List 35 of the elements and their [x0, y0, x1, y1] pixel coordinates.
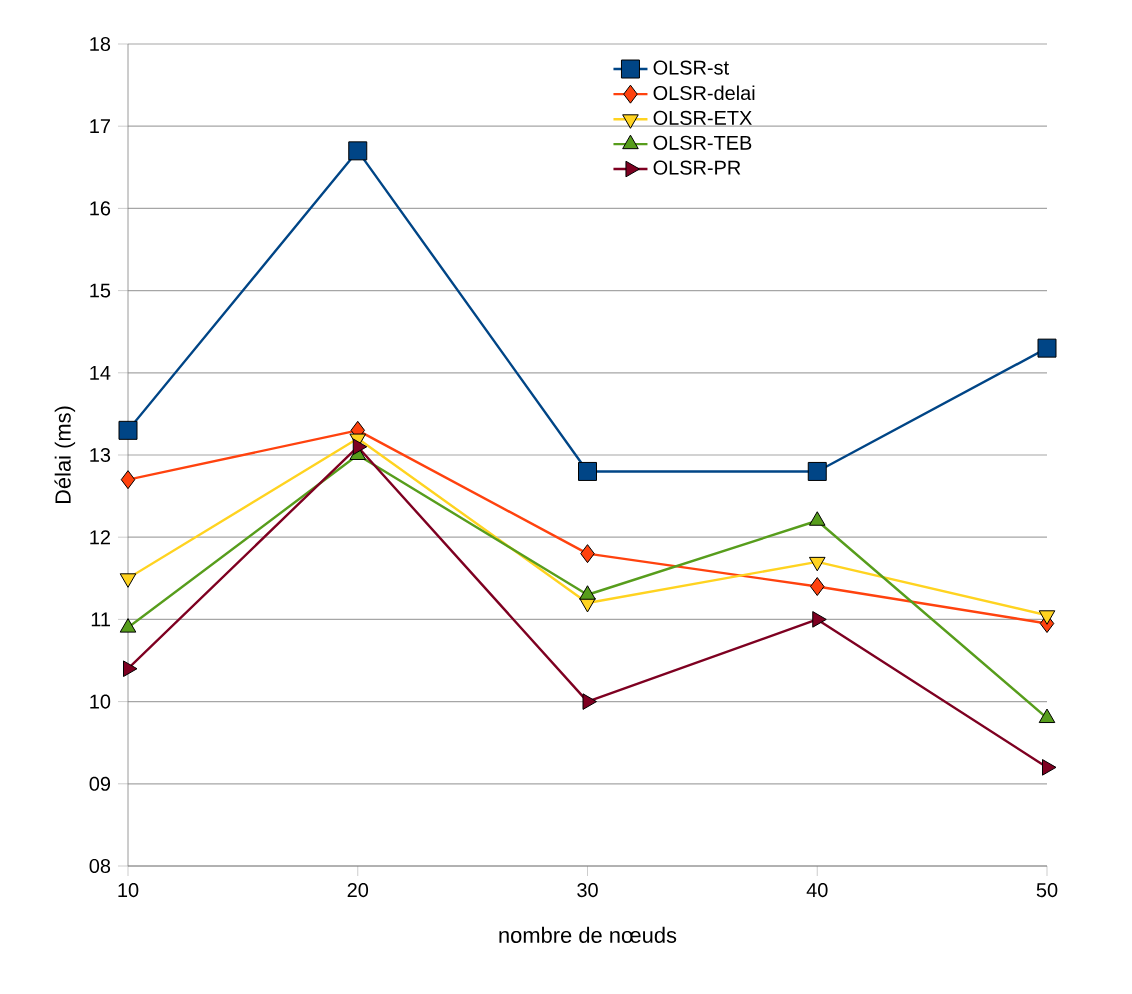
point: [1038, 610, 1056, 625]
legend-label: OLSR-st: [653, 60, 729, 75]
point: [580, 544, 595, 564]
y-tick-label: 15: [90, 283, 111, 298]
y-tick-label: 10: [90, 694, 111, 709]
legend-label: OLSR-delai: [653, 85, 755, 101]
point: [119, 573, 137, 588]
y-tick-label: 16: [90, 201, 111, 216]
point: [808, 556, 826, 572]
x-tick-label: 30: [577, 883, 598, 898]
point: [810, 577, 825, 597]
y-tick-label: 14: [90, 365, 111, 380]
y-tick-label: 13: [90, 447, 111, 463]
point: [578, 461, 597, 481]
legend-label: OLSR-ETX: [653, 110, 752, 125]
legend-label: OLSR-TEB: [653, 135, 752, 150]
x-axis-title: nombre de nœuds: [499, 926, 677, 943]
point: [118, 420, 138, 440]
x-tick-label: 40: [806, 883, 828, 898]
point: [807, 461, 827, 481]
y-tick-label: 12: [90, 530, 110, 545]
y-tick-label: 18: [90, 36, 111, 52]
point: [348, 141, 368, 161]
y-axis-title: Délai (ms): [54, 406, 76, 504]
y-tick-label: 08: [89, 858, 111, 874]
x-tick-label: 10: [118, 883, 139, 898]
y-tick-label: 17: [90, 119, 110, 134]
point: [120, 470, 136, 490]
x-tick-label: 50: [1036, 883, 1058, 898]
x-tick-label: 20: [347, 883, 369, 898]
y-tick-label: 09: [89, 776, 111, 791]
legend-label: OLSR-PR: [653, 160, 741, 175]
point: [1037, 338, 1057, 358]
y-tick-label: 11: [91, 612, 110, 627]
point: [582, 693, 597, 710]
